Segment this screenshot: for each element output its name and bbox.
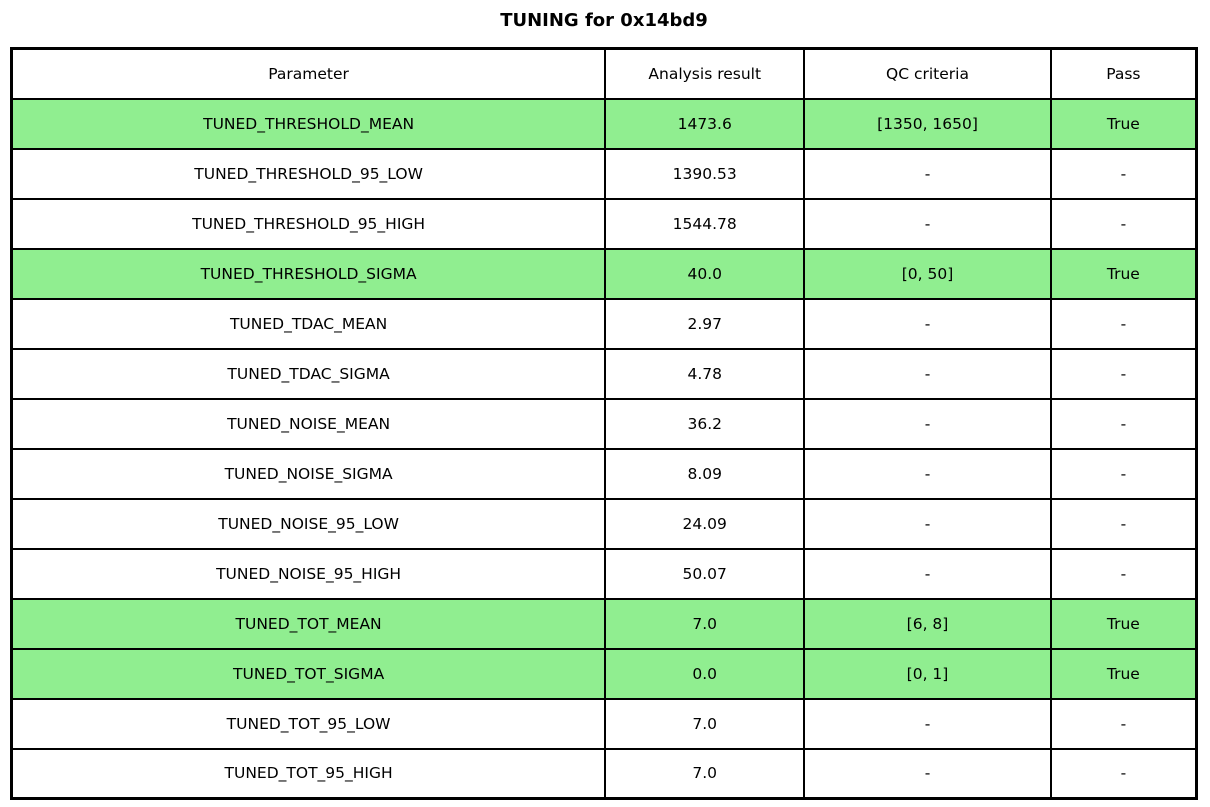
cell-parameter: TUNED_THRESHOLD_SIGMA: [10, 247, 607, 300]
cell-analysis-result: 1390.53: [604, 147, 806, 200]
cell-analysis-result: 7.0: [604, 597, 806, 650]
table-row: TUNED_THRESHOLD_95_HIGH 1544.78 - -: [10, 197, 1198, 250]
cell-pass: -: [1049, 497, 1198, 550]
cell-qc-criteria: -: [803, 347, 1052, 400]
table-body: TUNED_THRESHOLD_MEAN 1473.6 [1350, 1650]…: [10, 97, 1198, 800]
cell-qc-criteria: -: [803, 297, 1052, 350]
cell-parameter: TUNED_NOISE_SIGMA: [10, 447, 607, 500]
table-row: TUNED_NOISE_95_HIGH 50.07 - -: [10, 547, 1198, 600]
table-row: TUNED_TDAC_MEAN 2.97 - -: [10, 297, 1198, 350]
cell-parameter: TUNED_TOT_MEAN: [10, 597, 607, 650]
column-header-pass: Pass: [1049, 47, 1198, 100]
column-header-analysis-result: Analysis result: [604, 47, 806, 100]
cell-analysis-result: 24.09: [604, 497, 806, 550]
cell-parameter: TUNED_NOISE_95_HIGH: [10, 547, 607, 600]
cell-qc-criteria: [0, 50]: [803, 247, 1052, 300]
cell-qc-criteria: -: [803, 397, 1052, 450]
cell-analysis-result: 7.0: [604, 747, 806, 800]
cell-pass: -: [1049, 197, 1198, 250]
cell-qc-criteria: -: [803, 747, 1052, 800]
cell-parameter: TUNED_THRESHOLD_95_LOW: [10, 147, 607, 200]
table-row: TUNED_TOT_MEAN 7.0 [6, 8] True: [10, 597, 1198, 650]
cell-pass: True: [1049, 97, 1198, 150]
cell-parameter: TUNED_TOT_95_LOW: [10, 697, 607, 750]
cell-pass: -: [1049, 747, 1198, 800]
cell-parameter: TUNED_NOISE_95_LOW: [10, 497, 607, 550]
qc-table: Parameter Analysis result QC criteria Pa…: [10, 47, 1198, 800]
cell-qc-criteria: -: [803, 497, 1052, 550]
cell-parameter: TUNED_TOT_SIGMA: [10, 647, 607, 700]
cell-parameter: TUNED_TDAC_MEAN: [10, 297, 607, 350]
cell-qc-criteria: -: [803, 547, 1052, 600]
cell-pass: True: [1049, 647, 1198, 700]
cell-analysis-result: 1473.6: [604, 97, 806, 150]
cell-pass: -: [1049, 547, 1198, 600]
cell-analysis-result: 40.0: [604, 247, 806, 300]
cell-qc-criteria: -: [803, 447, 1052, 500]
cell-pass: -: [1049, 297, 1198, 350]
cell-pass: -: [1049, 147, 1198, 200]
column-header-qc-criteria: QC criteria: [803, 47, 1052, 100]
table-row: TUNED_TOT_SIGMA 0.0 [0, 1] True: [10, 647, 1198, 700]
cell-analysis-result: 36.2: [604, 397, 806, 450]
cell-qc-criteria: [6, 8]: [803, 597, 1052, 650]
cell-analysis-result: 1544.78: [604, 197, 806, 250]
cell-pass: True: [1049, 247, 1198, 300]
table-row: TUNED_TOT_95_LOW 7.0 - -: [10, 697, 1198, 750]
cell-analysis-result: 8.09: [604, 447, 806, 500]
table-row: TUNED_NOISE_SIGMA 8.09 - -: [10, 447, 1198, 500]
cell-analysis-result: 2.97: [604, 297, 806, 350]
cell-parameter: TUNED_THRESHOLD_MEAN: [10, 97, 607, 150]
cell-parameter: TUNED_THRESHOLD_95_HIGH: [10, 197, 607, 250]
table-row: TUNED_NOISE_95_LOW 24.09 - -: [10, 497, 1198, 550]
cell-qc-criteria: -: [803, 697, 1052, 750]
cell-pass: -: [1049, 347, 1198, 400]
header-row: Parameter Analysis result QC criteria Pa…: [10, 47, 1198, 100]
cell-qc-criteria: [1350, 1650]: [803, 97, 1052, 150]
cell-analysis-result: 0.0: [604, 647, 806, 700]
cell-qc-criteria: -: [803, 147, 1052, 200]
table-row: TUNED_TDAC_SIGMA 4.78 - -: [10, 347, 1198, 400]
cell-analysis-result: 50.07: [604, 547, 806, 600]
cell-qc-criteria: [0, 1]: [803, 647, 1052, 700]
column-header-parameter: Parameter: [10, 47, 607, 100]
cell-pass: True: [1049, 597, 1198, 650]
cell-parameter: TUNED_NOISE_MEAN: [10, 397, 607, 450]
table-row: TUNED_NOISE_MEAN 36.2 - -: [10, 397, 1198, 450]
table-row: TUNED_THRESHOLD_95_LOW 1390.53 - -: [10, 147, 1198, 200]
cell-parameter: TUNED_TOT_95_HIGH: [10, 747, 607, 800]
table-row: TUNED_TOT_95_HIGH 7.0 - -: [10, 747, 1198, 800]
chart-title: TUNING for 0x14bd9: [500, 10, 708, 31]
table-row: TUNED_THRESHOLD_MEAN 1473.6 [1350, 1650]…: [10, 97, 1198, 150]
cell-pass: -: [1049, 697, 1198, 750]
cell-analysis-result: 4.78: [604, 347, 806, 400]
cell-pass: -: [1049, 447, 1198, 500]
table-row: TUNED_THRESHOLD_SIGMA 40.0 [0, 50] True: [10, 247, 1198, 300]
cell-pass: -: [1049, 397, 1198, 450]
cell-qc-criteria: -: [803, 197, 1052, 250]
cell-parameter: TUNED_TDAC_SIGMA: [10, 347, 607, 400]
cell-analysis-result: 7.0: [604, 697, 806, 750]
